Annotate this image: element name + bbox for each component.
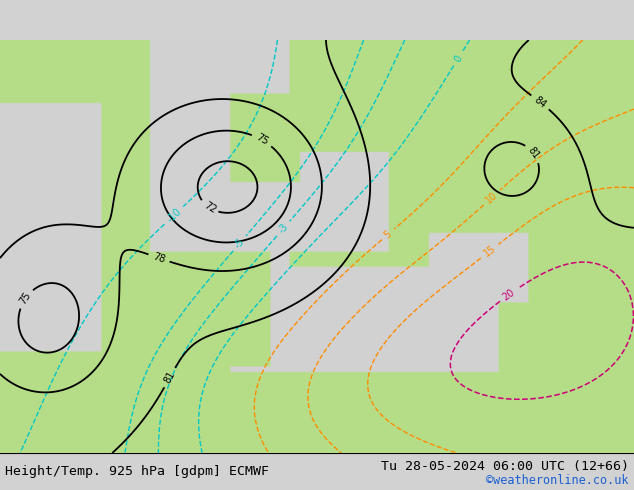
- Text: Tu 28-05-2024 06:00 UTC (12+66): Tu 28-05-2024 06:00 UTC (12+66): [381, 460, 629, 472]
- Text: Height/Temp. 925 hPa [gdpm] ECMWF: Height/Temp. 925 hPa [gdpm] ECMWF: [5, 465, 269, 477]
- Text: 72: 72: [202, 200, 218, 216]
- Text: 84: 84: [533, 95, 548, 110]
- Text: 10: 10: [484, 190, 500, 205]
- Text: -10: -10: [165, 206, 183, 224]
- Text: 20: 20: [501, 287, 517, 302]
- Text: -3: -3: [276, 221, 290, 236]
- Text: 75: 75: [18, 291, 33, 307]
- Text: ©weatheronline.co.uk: ©weatheronline.co.uk: [486, 473, 629, 487]
- Text: 15: 15: [482, 244, 498, 259]
- Text: 0: 0: [452, 53, 464, 64]
- Text: 5: 5: [382, 228, 394, 240]
- Text: 81: 81: [162, 370, 177, 385]
- Text: 75: 75: [254, 132, 270, 147]
- Text: 81: 81: [526, 145, 541, 161]
- Text: 78: 78: [152, 251, 167, 265]
- Text: -5: -5: [233, 236, 247, 250]
